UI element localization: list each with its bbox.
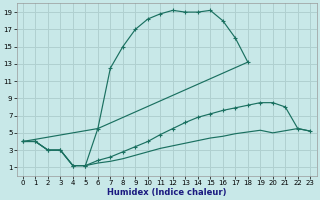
X-axis label: Humidex (Indice chaleur): Humidex (Indice chaleur) [107, 188, 226, 197]
